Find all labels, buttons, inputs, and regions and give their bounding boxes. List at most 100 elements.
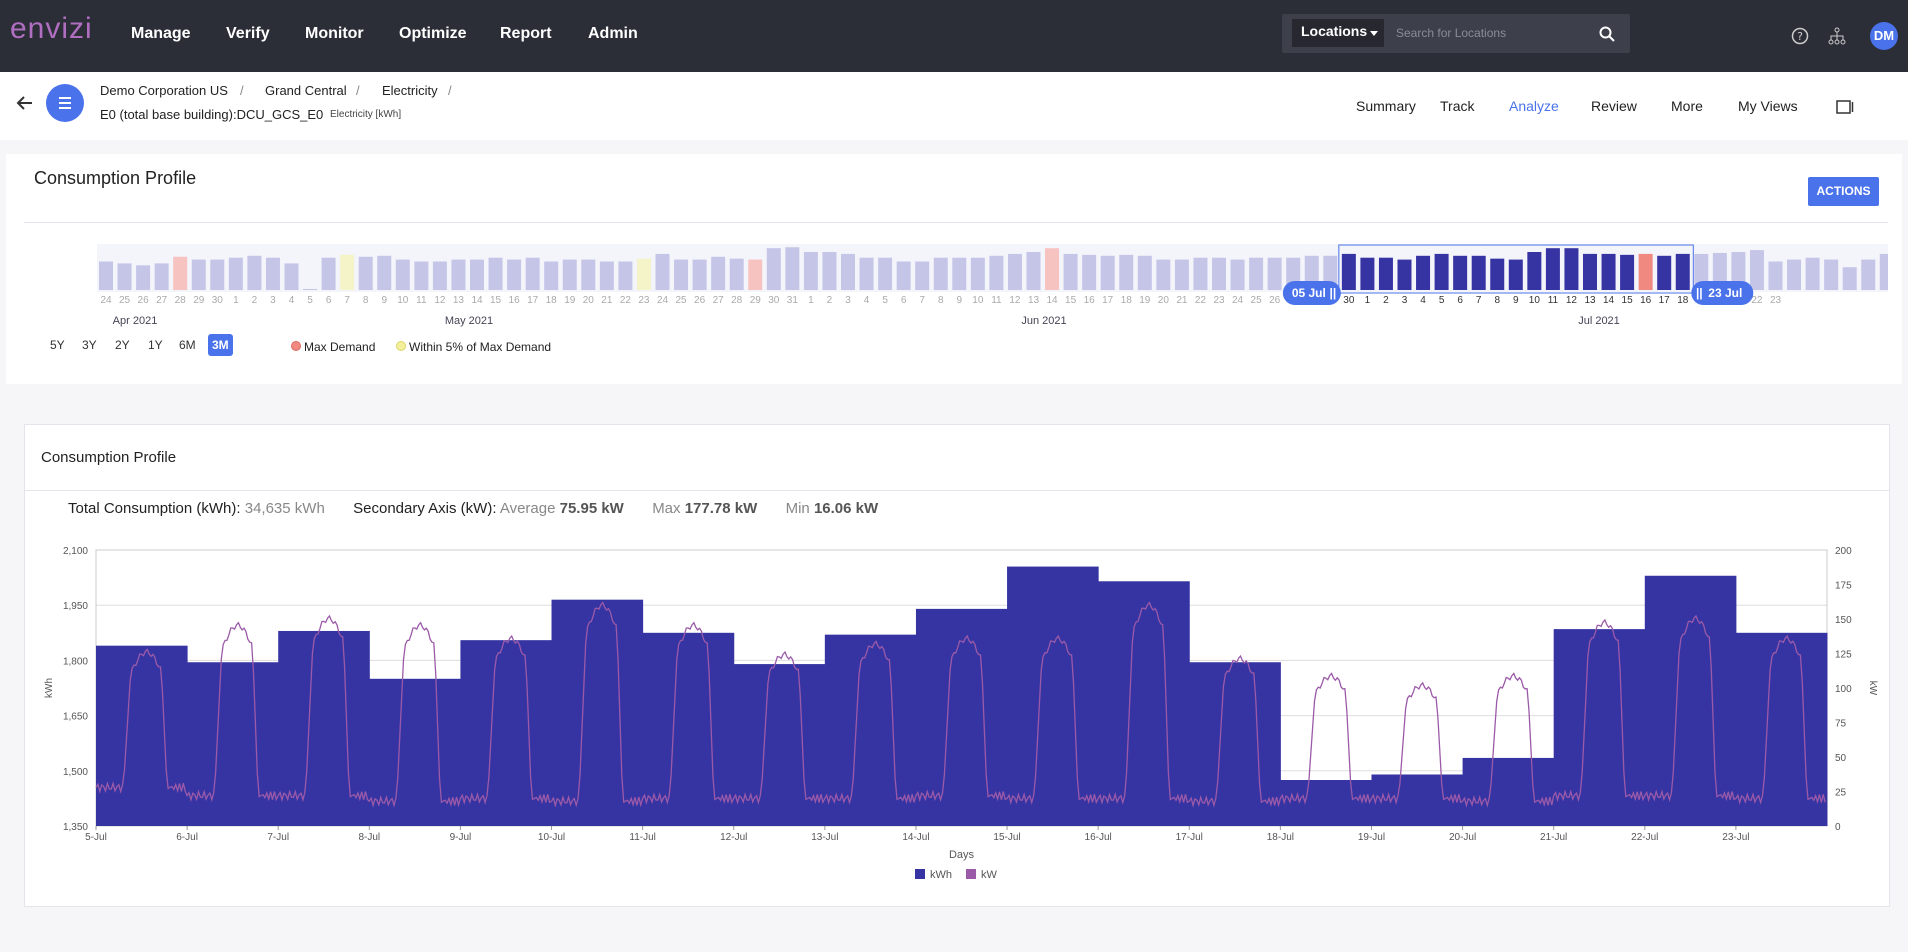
actions-button[interactable]: ACTIONS [1808, 177, 1879, 206]
breadcrumb-site[interactable]: Grand Central [265, 83, 347, 98]
navigator-day-label: 2 [827, 295, 833, 306]
navigator-day-label: 8 [1494, 295, 1500, 306]
x-tick-label: 5-Jul [85, 832, 107, 843]
kwh-bar [96, 645, 188, 826]
tab-analyze[interactable]: Analyze [1509, 98, 1559, 114]
navigator-day-label: 28 [731, 295, 743, 306]
locations-dropdown-label: Locations [1301, 23, 1368, 39]
range-3y-button[interactable]: 3Y [82, 338, 97, 352]
kwh-bar [824, 634, 917, 826]
navigator-bar [340, 254, 355, 290]
context-bar [0, 72, 1908, 140]
tab-review[interactable]: Review [1591, 98, 1637, 114]
range-6m-button[interactable]: 6M [179, 338, 196, 352]
navigator-day-label: 18 [546, 295, 558, 306]
navigator-bar [377, 255, 392, 290]
kwh-bar [1553, 629, 1646, 826]
secondary-axis-label: Secondary Axis (kW): [353, 500, 497, 517]
search-input[interactable] [1396, 19, 1596, 47]
y2-tick-label: 75 [1835, 719, 1847, 730]
date-range-navigator[interactable]: 24 25 26 27 28 29 30 1 2 3 4 5 6 7 8 9 10 11 12 13 14 15 16 17 1… [24, 230, 1888, 380]
x-tick-label: 23-Jul [1722, 832, 1749, 843]
navigator-day-label: 3 [845, 295, 851, 306]
panel-toggle-icon[interactable] [1836, 100, 1854, 114]
navigator-bar [1824, 259, 1839, 290]
navigator-day-label: 13 [1584, 295, 1596, 306]
x-tick-label: 10-Jul [538, 832, 565, 843]
navigator-month-label: May 2021 [445, 315, 493, 327]
range-start-handle [1282, 281, 1341, 305]
navigator-bar [581, 259, 596, 290]
navigator-day-label: 11 [991, 295, 1002, 306]
help-icon[interactable]: ? [1791, 27, 1809, 45]
x-tick-label: 17-Jul [1176, 832, 1203, 843]
chart-card-title: Consumption Profile [41, 449, 177, 466]
navigator-bar [451, 259, 466, 290]
nav-admin[interactable]: Admin [588, 25, 638, 42]
menu-button[interactable] [46, 84, 84, 122]
y2-tick-label: 50 [1835, 753, 1847, 764]
envizi-logo[interactable]: envizi [10, 12, 93, 45]
user-avatar[interactable]: DM [1870, 22, 1898, 50]
range-end-label: 23 Jul [1708, 286, 1742, 300]
navigator-day-label: 14 [471, 295, 483, 306]
nav-monitor[interactable]: Monitor [305, 25, 364, 42]
navigator-bar [191, 259, 206, 290]
range-2y-button[interactable]: 2Y [115, 338, 130, 352]
navigator-day-label: 5 [882, 295, 888, 306]
navigator-month-label: Jul 2021 [1578, 315, 1620, 327]
range-1y-button[interactable]: 1Y [148, 338, 163, 352]
navigator-bar [488, 257, 503, 290]
navigator-day-label: 22 [1751, 295, 1763, 306]
avg-label: Average [499, 500, 556, 517]
navigator-bar [729, 258, 744, 290]
navigator-bar [1230, 259, 1245, 290]
total-value: 34,635 kWh [244, 500, 325, 517]
locations-dropdown[interactable]: Locations [1292, 19, 1384, 47]
navigator-day-label: 4 [864, 295, 870, 306]
tab-more[interactable]: More [1671, 98, 1703, 114]
navigator-day-label: 27 [156, 295, 168, 306]
navigator-day-label: 25 [119, 295, 131, 306]
nav-manage[interactable]: Manage [131, 25, 191, 42]
navigator-bar [636, 258, 651, 290]
navigator-bar [618, 261, 633, 290]
max-demand-dot [291, 341, 301, 351]
kwh-bar [733, 664, 826, 826]
breadcrumb-type[interactable]: Electricity [382, 83, 438, 98]
navigator-bar [1471, 255, 1486, 290]
search-icon[interactable] [1599, 26, 1615, 42]
nav-optimize[interactable]: Optimize [399, 25, 467, 42]
hierarchy-icon[interactable] [1828, 27, 1846, 45]
nav-report[interactable]: Report [500, 25, 552, 42]
breadcrumb-org[interactable]: Demo Corporation US [100, 83, 228, 98]
navigator-day-label: 24 [100, 295, 112, 306]
y2-tick-label: 175 [1835, 581, 1852, 592]
navigator-month-label: Apr 2021 [113, 315, 158, 327]
x-tick-label: 19-Jul [1358, 832, 1385, 843]
kwh-bar [915, 608, 1008, 826]
tab-track[interactable]: Track [1440, 98, 1475, 114]
tab-my-views[interactable]: My Views [1738, 98, 1798, 114]
y-tick-label: 1,800 [63, 656, 88, 667]
profile-card-title: Consumption Profile [34, 168, 197, 188]
navigator-day-label: 31 [787, 295, 799, 306]
navigator-bar [674, 259, 689, 290]
navigator-day-label: 7 [344, 295, 350, 306]
max-label: Max [652, 500, 681, 517]
y-tick-label: 1,950 [63, 601, 88, 612]
navigator-bar [1156, 259, 1171, 290]
navigator-bar [1731, 252, 1746, 290]
navigator-bar [822, 252, 837, 290]
back-arrow-icon[interactable] [16, 94, 34, 112]
navigator-bar [136, 265, 151, 290]
range-3m-button[interactable]: 3M [208, 334, 233, 356]
hamburger-icon [59, 97, 71, 109]
navigator-bar [210, 259, 225, 290]
nav-verify[interactable]: Verify [226, 25, 270, 42]
tab-summary[interactable]: Summary [1356, 98, 1416, 114]
navigator-bar [1657, 255, 1672, 290]
navigator-day-label: 27 [713, 295, 725, 306]
navigator-day-label: 1 [1365, 295, 1371, 306]
range-5y-button[interactable]: 5Y [50, 338, 65, 352]
